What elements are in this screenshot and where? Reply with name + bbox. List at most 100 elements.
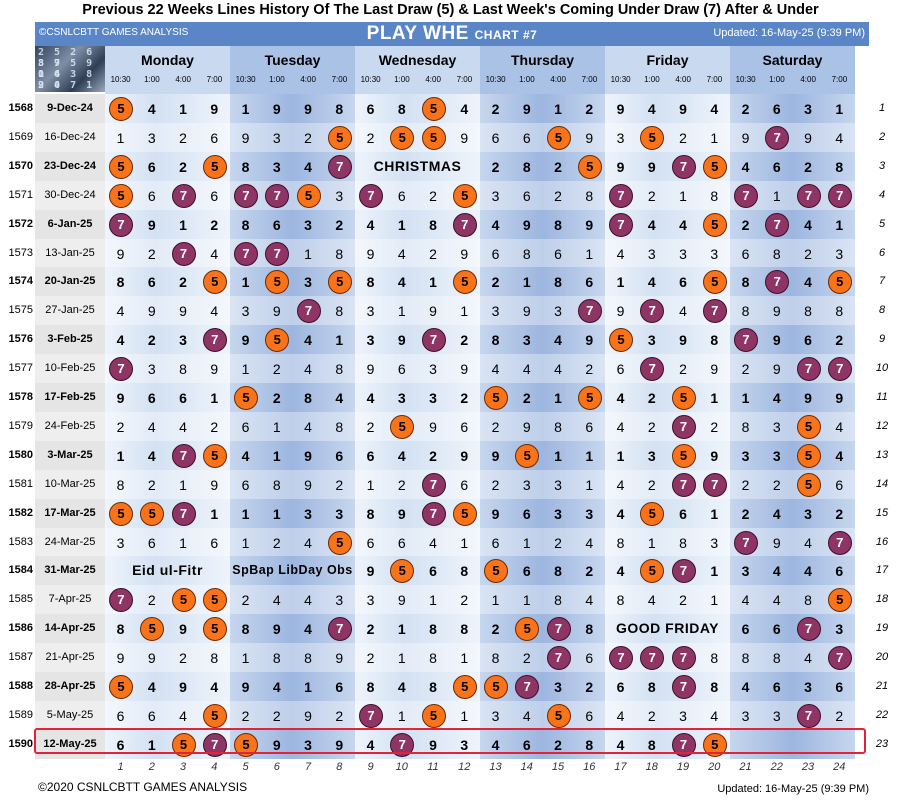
draw-value: 9 [772, 534, 781, 551]
draw-value: 1 [460, 707, 469, 724]
draw-value: 4 [772, 592, 781, 609]
draw-value: 4 [522, 707, 531, 724]
draw-five-marker: 5 [109, 675, 133, 699]
draw-value: 8 [522, 245, 531, 262]
draw-value: 2 [522, 650, 531, 667]
draw-seven-marker: 7 [327, 617, 352, 642]
draw-value: 9 [616, 303, 625, 320]
draw-seven-marker: 7 [702, 299, 727, 324]
draw-value: 3 [741, 563, 750, 580]
holiday-label: SpBap LibDay Obs [232, 563, 353, 578]
draw-value: 9 [616, 158, 625, 175]
draw-five-marker: 5 [546, 125, 571, 150]
draw-value: 1 [741, 390, 750, 406]
column-number: 8 [336, 761, 343, 773]
draw-five-marker: 5 [452, 183, 477, 208]
column-number: 19 [676, 761, 690, 773]
draw-value: 3 [366, 303, 375, 320]
draw-value: 8 [304, 650, 312, 667]
draw-seven-marker: 7 [546, 617, 571, 642]
draw-value: 6 [616, 679, 625, 695]
week-date: 20-Jan-25 [44, 275, 96, 288]
row-stripe [35, 527, 867, 557]
draw-value: 8 [772, 650, 781, 667]
draw-number: 1585 [8, 593, 33, 606]
draw-value: 1 [397, 707, 406, 724]
week-date: 7-Apr-25 [48, 593, 92, 606]
draw-value: 2 [491, 476, 500, 493]
draw-value: 2 [366, 621, 375, 638]
draw-value: 2 [147, 476, 156, 493]
draw-value: 4 [179, 707, 187, 724]
draw-value: 3 [804, 679, 812, 695]
draw-value: 8 [679, 534, 687, 551]
draw-value: 3 [522, 332, 531, 349]
draw-value: 9 [647, 158, 656, 175]
draw-five-marker: 5 [390, 125, 415, 150]
draw-value: 4 [366, 390, 375, 406]
row-index: 7 [878, 275, 886, 288]
draw-value: 9 [116, 390, 125, 406]
draw-value: 4 [772, 390, 781, 406]
time-header: 10:30 [735, 75, 756, 84]
draw-value: 4 [679, 303, 687, 320]
footer-copyright: ©2020 CSNLCBTT GAMES ANALYSIS [38, 780, 248, 794]
day-header-bg [605, 46, 730, 94]
draw-seven-marker: 7 [515, 675, 540, 699]
draw-value: 8 [429, 216, 437, 233]
row-stripe [35, 411, 867, 441]
draw-seven-marker: 7 [827, 530, 852, 555]
draw-value: 8 [116, 621, 125, 638]
draw-value: 9 [241, 679, 250, 695]
week-date: 5-May-25 [46, 708, 94, 721]
draw-value: 9 [272, 736, 281, 753]
draw-value: 6 [835, 679, 844, 695]
time-header: 1:00 [269, 75, 285, 84]
logo-digits-line: 3 7 5 9 0 4 [38, 58, 95, 80]
draw-value: 6 [147, 158, 156, 175]
draw-value: 8 [335, 101, 344, 117]
draw-value: 3 [835, 621, 844, 638]
draw-value: 6 [491, 534, 500, 551]
draw-value: 6 [147, 390, 156, 406]
draw-five-marker: 5 [796, 443, 821, 468]
column-number: 14 [520, 761, 533, 773]
draw-value: 4 [304, 418, 312, 435]
draw-value: 4 [210, 303, 219, 320]
draw-value: 1 [335, 332, 344, 349]
draw-seven-marker: 7 [421, 328, 446, 353]
draw-value: 9 [147, 216, 156, 233]
row-stripe [35, 469, 867, 499]
draw-value: 4 [304, 158, 312, 175]
draw-seven-marker: 7 [640, 357, 665, 382]
draw-value: 9 [616, 101, 625, 117]
row-index: 8 [878, 304, 886, 317]
draw-value: 2 [429, 187, 437, 204]
draw-number: 1578 [8, 391, 33, 403]
draw-five-marker: 5 [327, 125, 352, 150]
day-header-tuesday: Tuesday [264, 52, 321, 68]
draw-value: 3 [304, 274, 312, 291]
draw-value: 1 [241, 505, 250, 522]
draw-value: 4 [397, 447, 406, 464]
day-header-saturday: Saturday [762, 52, 823, 68]
draw-seven-marker: 7 [265, 183, 290, 208]
draw-value: 9 [116, 650, 125, 667]
draw-value: 4 [491, 361, 500, 378]
column-number: 7 [304, 761, 312, 773]
week-date: 10-Mar-25 [44, 477, 96, 490]
chart-number: CHART #7 [474, 28, 538, 42]
draw-value: 6 [585, 274, 594, 291]
draw-five-marker: 5 [609, 328, 633, 353]
week-date: 30-Dec-24 [44, 188, 96, 201]
draw-value: 9 [335, 650, 344, 667]
draw-number: 1570 [8, 159, 33, 172]
draw-value: 6 [616, 361, 625, 378]
draw-seven-marker: 7 [452, 212, 477, 237]
time-header: 7:00 [581, 75, 598, 84]
draw-value: 1 [554, 447, 562, 464]
draw-value: 2 [335, 707, 344, 724]
draw-value: 3 [679, 245, 687, 262]
column-number: 15 [551, 761, 565, 773]
row-stripe [35, 122, 867, 152]
